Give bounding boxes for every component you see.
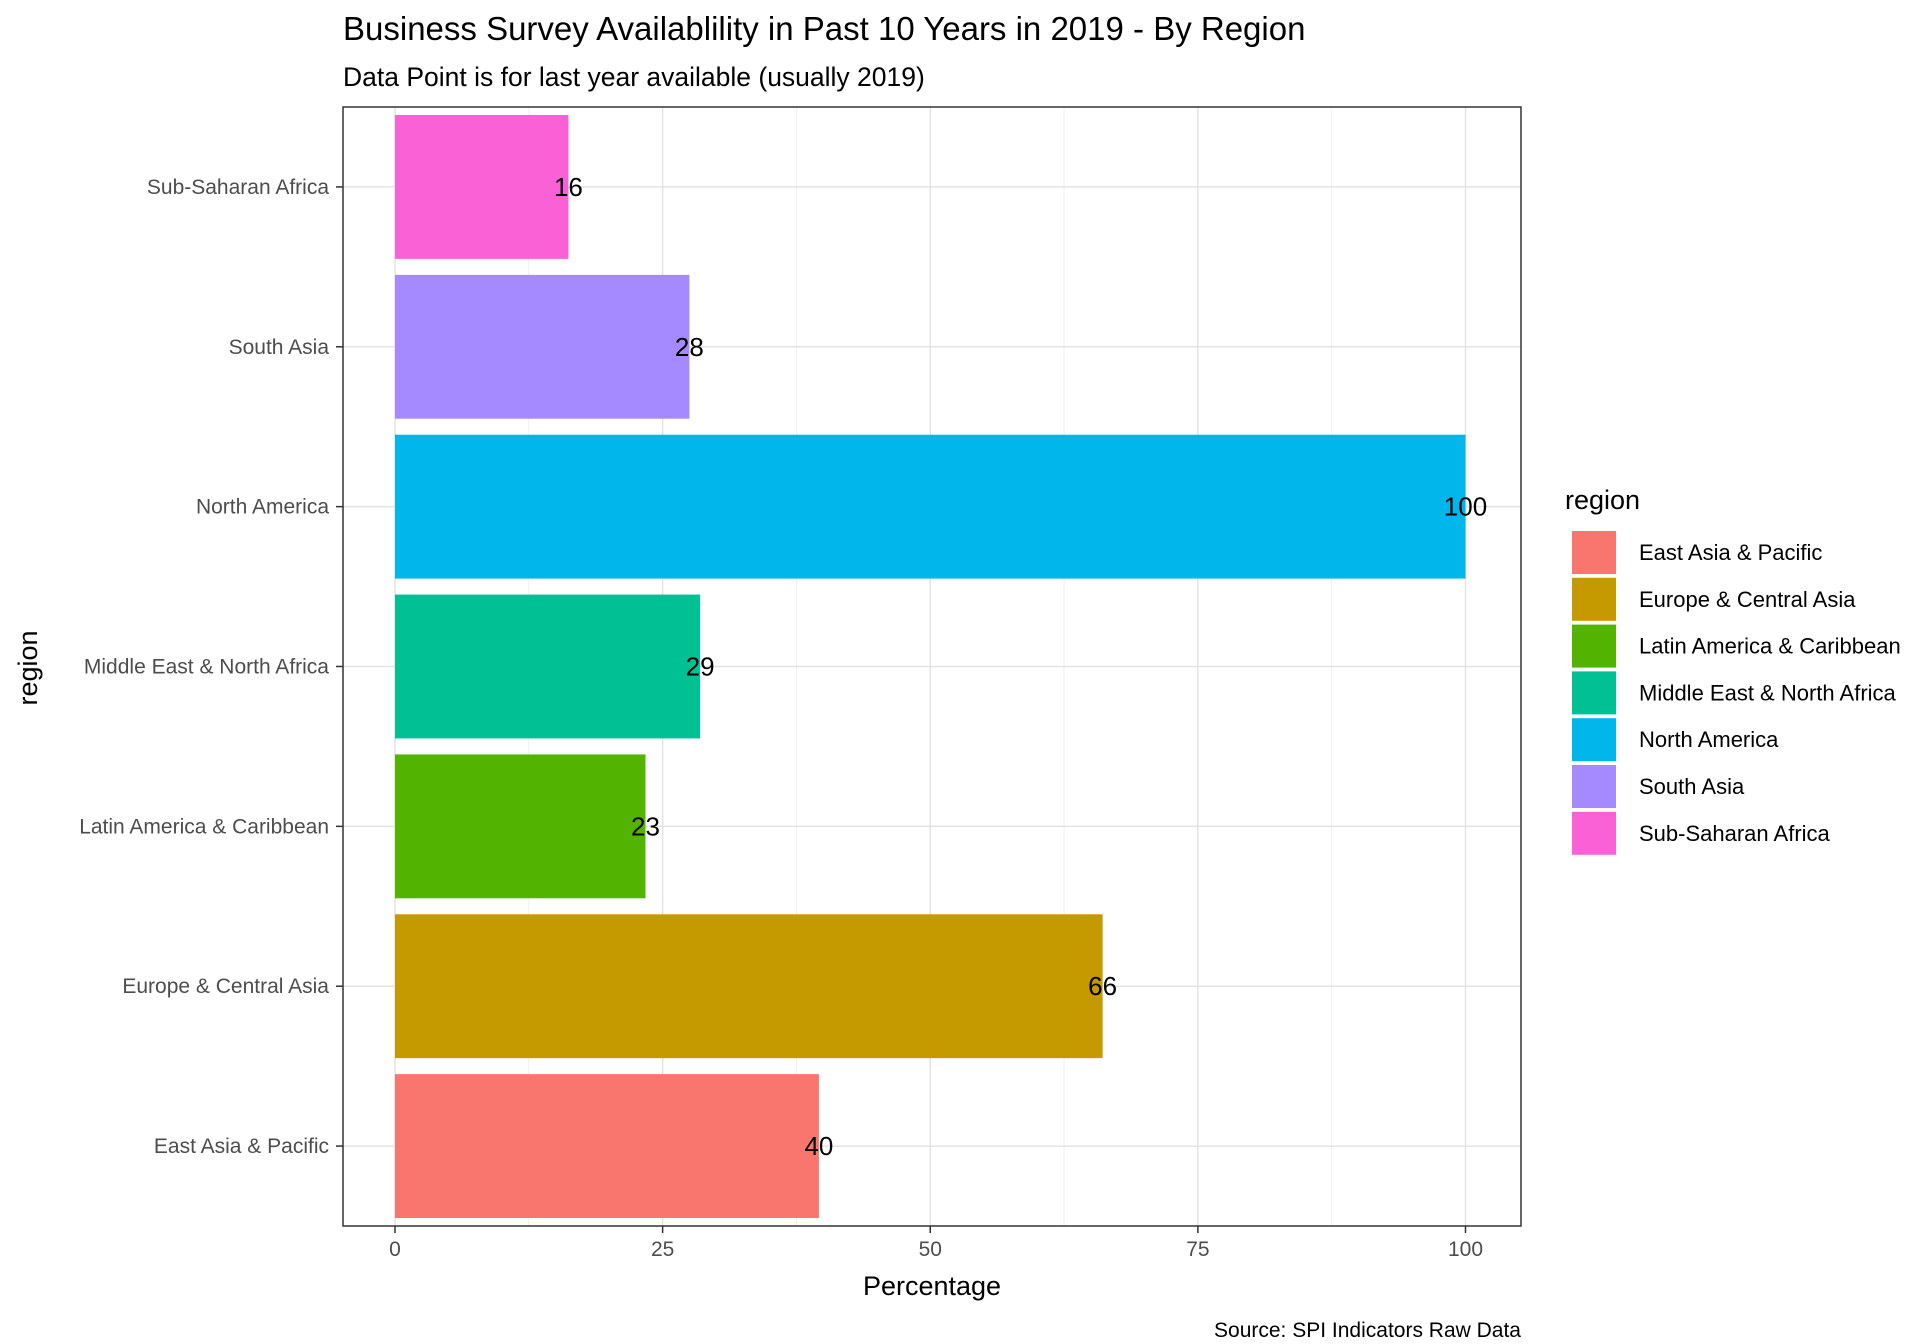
x-tick-label: 100 <box>1448 1238 1483 1261</box>
bar <box>395 1074 819 1219</box>
legend-key <box>1572 531 1616 574</box>
x-tick-label: 25 <box>651 1238 674 1261</box>
chart-subtitle: Data Point is for last year available (u… <box>343 62 925 92</box>
source-caption: Source: SPI Indicators Raw Data <box>1214 1319 1521 1342</box>
bar-value-label: 100 <box>1444 492 1487 522</box>
legend-label: Middle East & North Africa <box>1639 680 1897 705</box>
y-tick-label: Europe & Central Asia <box>122 975 329 998</box>
legend-label: North America <box>1639 727 1779 752</box>
bar-value-label: 23 <box>631 811 660 841</box>
y-axis: East Asia & Pacific Europe & Central Asia… <box>79 176 343 1158</box>
bar <box>395 914 1103 1059</box>
legend-key <box>1572 718 1616 762</box>
bar <box>395 274 690 419</box>
bar <box>395 434 1466 579</box>
bar <box>395 114 569 259</box>
bar-value-label: 28 <box>675 332 704 362</box>
legend-title: region <box>1565 485 1640 515</box>
legend-key <box>1572 765 1616 808</box>
bar-value-label: 16 <box>554 172 583 202</box>
bar-value-label: 29 <box>686 652 715 682</box>
x-tick-label: 75 <box>1186 1238 1209 1261</box>
legend-key <box>1572 671 1616 715</box>
x-tick-label: 50 <box>919 1238 942 1261</box>
bar <box>395 754 646 899</box>
bar-value-label: 40 <box>804 1131 833 1161</box>
y-tick-label: Middle East & North Africa <box>84 656 329 679</box>
legend-label: Europe & Central Asia <box>1639 587 1856 612</box>
x-tick-label: 0 <box>389 1238 401 1261</box>
legend-key <box>1572 577 1616 621</box>
legend-key <box>1572 624 1616 668</box>
chart-title: Business Survey Availablility in Past 10… <box>343 10 1305 47</box>
y-tick-label: North America <box>196 496 329 519</box>
x-axis-title: Percentage <box>863 1271 1001 1301</box>
y-tick-label: East Asia & Pacific <box>154 1135 329 1158</box>
data-labels: 40 66 23 29 100 28 16 <box>554 172 1487 1161</box>
y-tick-label: Sub-Saharan Africa <box>147 176 329 199</box>
legend: region East Asia & Pacific Europe & Centr… <box>1565 485 1901 855</box>
y-axis-title: region <box>13 630 43 705</box>
x-axis: 0 25 50 75 100 <box>389 1226 1483 1261</box>
legend-label: South Asia <box>1639 774 1745 799</box>
bars <box>395 114 1466 1219</box>
bar-value-label: 66 <box>1088 971 1117 1001</box>
legend-label: Sub-Saharan Africa <box>1639 821 1831 846</box>
legend-label: Latin America & Caribbean <box>1639 634 1901 659</box>
y-tick-label: Latin America & Caribbean <box>79 815 329 838</box>
legend-label: East Asia & Pacific <box>1639 540 1822 565</box>
y-tick-label: South Asia <box>229 336 330 359</box>
bar <box>395 594 701 739</box>
legend-key <box>1572 811 1616 855</box>
